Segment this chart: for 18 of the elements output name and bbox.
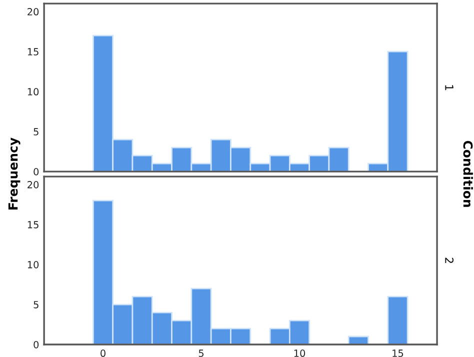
y-tick-label: 20 <box>28 181 39 188</box>
x-tick-label: 5 <box>198 350 204 357</box>
text: 2 <box>445 258 454 263</box>
y-tick-label: 15 <box>28 221 38 228</box>
y-axis-title: Frequency <box>8 138 20 210</box>
y-tick-label: 10 <box>28 261 39 268</box>
y-tick-label: 0 <box>34 340 39 348</box>
y-tick-label: 5 <box>34 128 38 136</box>
y2-axis-title: Condition <box>463 140 473 207</box>
y-tick-label: 10 <box>28 88 39 96</box>
text: 1 <box>445 85 454 90</box>
y-tick-label: 5 <box>34 301 38 308</box>
x-tick-label: 0 <box>100 350 106 357</box>
y-tick-label: 20 <box>28 8 39 16</box>
y-tick-label: 15 <box>28 48 38 56</box>
x-tick-label: 10 <box>294 350 306 357</box>
y-tick-label: 0 <box>34 168 39 176</box>
x-tick-label: 15 <box>392 350 404 357</box>
